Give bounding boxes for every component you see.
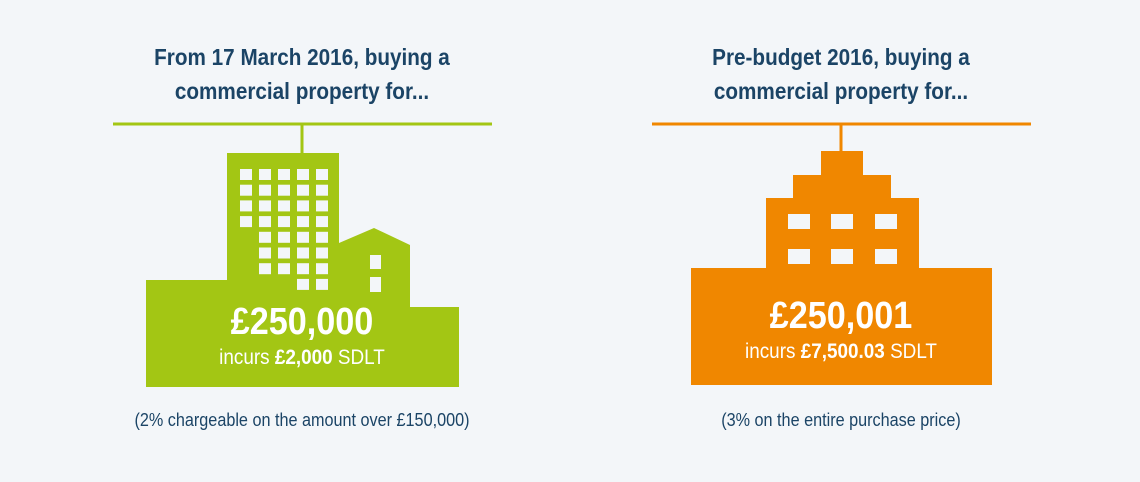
title-line: Pre-budget 2016, buying a xyxy=(712,44,970,70)
building-windows xyxy=(788,214,897,264)
building-windows xyxy=(240,169,381,292)
building-shape xyxy=(691,151,992,385)
title-line: From 17 March 2016, buying a xyxy=(154,44,450,70)
panel-title: From 17 March 2016, buying a commercial … xyxy=(95,40,509,108)
footnote: (3% on the entire purchase price) xyxy=(721,410,961,430)
panel-title: Pre-budget 2016, buying a commercial pro… xyxy=(634,40,1048,108)
price-value: £250,000 xyxy=(230,301,374,343)
tax-text: incurs £2,000 SDLT xyxy=(219,346,385,369)
title-line: commercial property for... xyxy=(174,78,430,104)
tax-text: incurs £7,500.03 SDLT xyxy=(745,340,937,363)
price-value: £250,001 xyxy=(769,295,913,337)
title-line: commercial property for... xyxy=(713,78,969,104)
footnote: (2% chargeable on the amount over £150,0… xyxy=(134,410,470,430)
